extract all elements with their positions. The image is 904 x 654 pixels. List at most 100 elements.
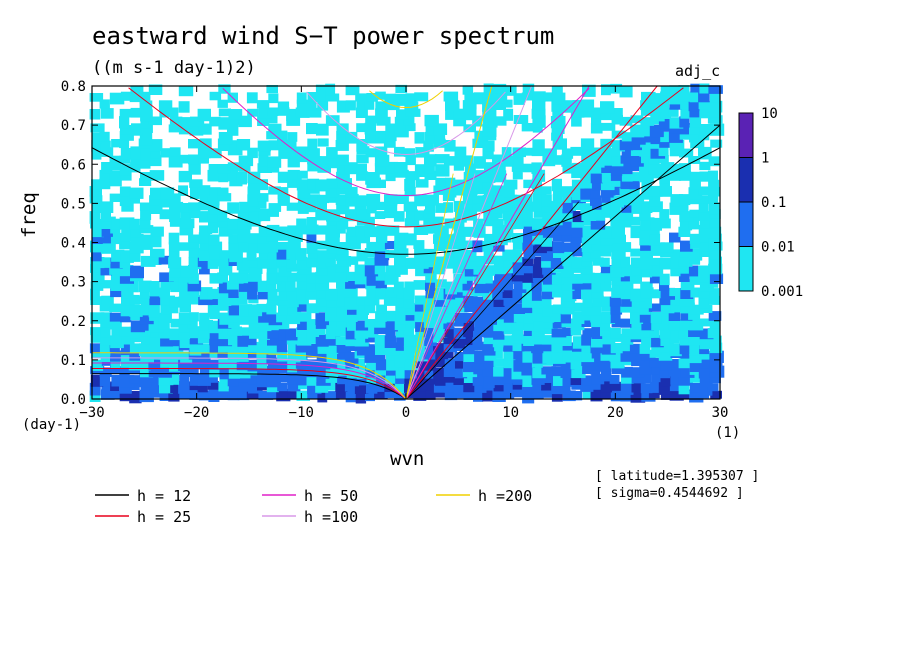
spectrum-cell xyxy=(699,171,711,182)
spectrum-cell xyxy=(327,249,340,259)
spectrum-cell xyxy=(513,303,525,314)
spectrum-cell xyxy=(158,312,172,323)
spectrum-cell xyxy=(169,116,183,127)
spectrum-cell xyxy=(178,320,190,333)
spectrum-cell xyxy=(513,310,529,323)
mrg-line xyxy=(405,173,454,400)
spectrum-cell xyxy=(337,374,349,385)
spectrum-cell xyxy=(168,107,179,118)
spectrum-cell xyxy=(551,122,565,134)
spectrum-cell xyxy=(109,170,122,180)
spectrum-cell xyxy=(708,156,720,167)
spectrum-cell xyxy=(140,208,152,221)
spectrum-cell xyxy=(611,186,623,196)
experiment-tag: adj_c xyxy=(675,62,721,80)
spectrum-cell xyxy=(346,271,362,281)
spectrum-cell xyxy=(483,210,498,221)
spectrum-cell xyxy=(217,164,231,174)
spectrum-cell xyxy=(130,85,144,94)
spectrum-cell xyxy=(610,343,623,354)
spectrum-cell xyxy=(149,154,162,167)
spectrum-cell xyxy=(266,264,278,274)
spectrum-cell xyxy=(128,357,143,371)
spectrum-cell xyxy=(462,194,477,205)
spectrum-cell xyxy=(532,201,546,212)
spectrum-cell xyxy=(445,108,460,120)
spectrum-cell xyxy=(660,91,671,102)
spectrum-cell xyxy=(276,312,288,323)
spectrum-cell xyxy=(590,171,603,184)
spectrum-cell xyxy=(709,375,721,384)
spectrum-cell xyxy=(434,375,446,386)
spectrum-cell xyxy=(236,139,251,151)
spectrum-cell xyxy=(346,256,359,265)
spectrum-cell xyxy=(631,382,645,393)
spectrum-cell xyxy=(649,257,663,266)
spectrum-cell xyxy=(660,218,671,229)
spectrum-cell xyxy=(444,241,458,250)
spectrum-cell xyxy=(591,326,603,339)
spectrum-cell xyxy=(356,123,367,133)
spectrum-cell xyxy=(553,186,567,196)
spectrum-cell xyxy=(580,171,593,181)
spectrum-cell xyxy=(678,383,690,395)
spectrum-cell xyxy=(141,334,152,345)
spectrum-cell xyxy=(120,171,132,181)
spectrum-cell xyxy=(336,217,349,230)
spectrum-cell xyxy=(434,154,450,164)
spectrum-cell xyxy=(482,140,495,152)
spectrum-cell xyxy=(365,148,379,158)
spectrum-cell xyxy=(570,146,585,156)
spectrum-cell xyxy=(366,273,379,286)
spectrum-cell xyxy=(110,232,122,245)
spectrum-cell xyxy=(277,101,290,115)
spectrum-cell xyxy=(599,257,610,267)
spectrum-cell xyxy=(179,303,191,313)
spectrum-cell xyxy=(464,163,476,176)
spectrum-cell xyxy=(523,334,535,346)
spectrum-cell xyxy=(610,217,623,226)
spectrum-cell xyxy=(101,295,114,306)
y-tick-label: 0.5 xyxy=(61,196,86,212)
spectrum-cell xyxy=(630,147,642,156)
spectrum-cell xyxy=(277,130,288,142)
spectrum-cell xyxy=(591,272,605,283)
spectrum-cell xyxy=(169,374,180,385)
spectrum-cell xyxy=(365,172,380,185)
spectrum-cell xyxy=(658,154,669,164)
spectrum-cell xyxy=(562,256,577,267)
spectrum-cell xyxy=(425,374,437,385)
spectrum-cell xyxy=(239,304,253,317)
spectrum-cell xyxy=(384,210,397,219)
spectrum-cell xyxy=(247,289,258,300)
spectrum-cell xyxy=(680,350,693,359)
spectrum-cell xyxy=(405,257,420,269)
spectrum-cell xyxy=(473,178,485,190)
spectrum-cell xyxy=(394,255,406,267)
spectrum-cell xyxy=(218,108,231,117)
spectrum-cell xyxy=(453,294,468,305)
spectrum-cell xyxy=(218,342,233,353)
spectrum-cell xyxy=(415,265,428,277)
spectrum-cell xyxy=(483,83,494,95)
spectrum-cell xyxy=(482,107,497,119)
spectrum-cell xyxy=(483,375,495,389)
spectrum-cell xyxy=(532,303,546,314)
spectrum-cell xyxy=(120,350,132,362)
spectrum-cell xyxy=(513,350,525,360)
spectrum-cell xyxy=(494,272,506,284)
spectrum-cell xyxy=(375,311,387,322)
spectrum-cell xyxy=(503,335,514,346)
spectrum-cell xyxy=(385,287,399,298)
spectrum-cell xyxy=(345,232,361,244)
spectrum-cell xyxy=(433,343,446,353)
spectrum-cell xyxy=(648,163,662,175)
spectrum-cell xyxy=(364,264,379,277)
spectrum-cell xyxy=(483,327,498,338)
spectrum-cell xyxy=(356,195,370,207)
spectrum-cell xyxy=(532,218,543,230)
spectrum-cell xyxy=(130,162,141,173)
spectrum-cell xyxy=(404,186,416,197)
spectrum-cell xyxy=(209,187,221,197)
spectrum-cell xyxy=(512,374,524,385)
